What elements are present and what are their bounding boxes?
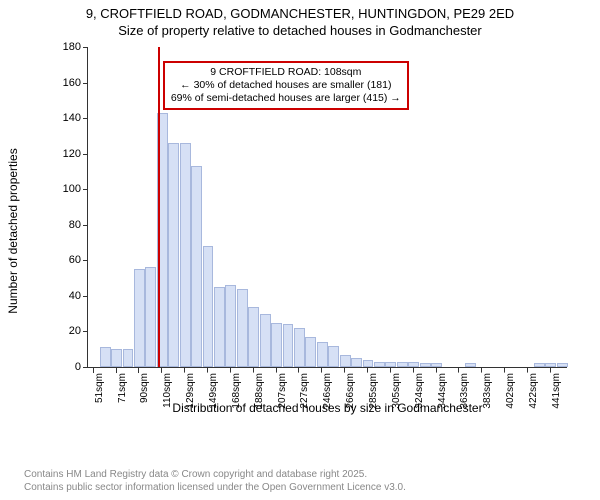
x-tick: 149sqm (208, 373, 219, 409)
y-tick: 20 (58, 325, 88, 337)
histogram-bar (100, 347, 111, 367)
x-tick: 168sqm (231, 373, 242, 409)
y-tick: 80 (58, 219, 88, 231)
histogram-bar (317, 342, 328, 367)
title-address: 9, CROFTFIELD ROAD, GODMANCHESTER, HUNTI… (0, 6, 600, 23)
y-tick: 160 (58, 77, 88, 89)
x-tick: 51sqm (94, 373, 105, 403)
x-tick: 363sqm (459, 373, 470, 409)
histogram-bar (225, 285, 236, 367)
histogram-bar (134, 269, 145, 367)
callout-line2: ← 30% of detached houses are smaller (18… (171, 79, 401, 92)
x-tick: 246sqm (322, 373, 333, 409)
histogram-bar (237, 289, 248, 367)
title-subtitle: Size of property relative to detached ho… (0, 23, 600, 40)
footnote-line1: Contains HM Land Registry data © Crown c… (24, 468, 406, 481)
x-tick: 402sqm (505, 373, 516, 409)
x-tick: 441sqm (551, 373, 562, 409)
x-tick: 188sqm (254, 373, 265, 409)
x-tick: 266sqm (345, 373, 356, 409)
x-tick: 383sqm (482, 373, 493, 409)
y-tick: 0 (58, 361, 88, 373)
x-tick: 207sqm (277, 373, 288, 409)
property-callout: 9 CROFTFIELD ROAD: 108sqm← 30% of detach… (163, 61, 409, 110)
histogram-bar (340, 355, 351, 367)
y-tick: 100 (58, 183, 88, 195)
histogram-bar (328, 346, 339, 367)
histogram-bar (408, 362, 419, 367)
histogram-bar (203, 246, 214, 367)
x-tick: 90sqm (139, 373, 150, 403)
property-marker-line (158, 47, 160, 367)
x-tick: 422sqm (528, 373, 539, 409)
x-tick: 71sqm (117, 373, 128, 403)
footnote-line2: Contains public sector information licen… (24, 481, 406, 494)
histogram-bar (420, 363, 431, 367)
histogram-bar (557, 363, 568, 367)
histogram-bar (214, 287, 225, 367)
histogram-bar (363, 360, 374, 367)
histogram-bar (431, 363, 442, 367)
y-tick: 120 (58, 148, 88, 160)
x-tick: 305sqm (391, 373, 402, 409)
y-axis-label: Number of detached properties (6, 148, 20, 313)
x-tick: 344sqm (437, 373, 448, 409)
histogram-bar (271, 323, 282, 367)
histogram-bar (305, 337, 316, 367)
x-tick: 129sqm (185, 373, 196, 409)
plot-area: Distribution of detached houses by size … (87, 48, 567, 368)
histogram-bar (111, 349, 122, 367)
histogram-bar (248, 307, 259, 367)
footnote: Contains HM Land Registry data © Crown c… (24, 468, 406, 494)
histogram-bar (534, 363, 545, 367)
histogram-bar (191, 166, 202, 367)
y-tick: 180 (58, 41, 88, 53)
histogram-bar (168, 143, 179, 367)
y-tick: 40 (58, 290, 88, 302)
y-tick: 140 (58, 112, 88, 124)
x-tick: 324sqm (414, 373, 425, 409)
histogram-bar (545, 363, 556, 367)
chart-title-block: 9, CROFTFIELD ROAD, GODMANCHESTER, HUNTI… (0, 0, 600, 40)
histogram-bar (385, 362, 396, 367)
x-tick: 110sqm (162, 373, 173, 408)
histogram-bar (123, 349, 134, 367)
histogram-bar (260, 314, 271, 367)
x-tick: 227sqm (299, 373, 310, 409)
histogram-bar (294, 328, 305, 367)
histogram-bar (283, 324, 294, 367)
histogram-bar (397, 362, 408, 367)
callout-line3: 69% of semi-detached houses are larger (… (171, 92, 401, 105)
histogram-bar (145, 267, 156, 367)
histogram-bar (465, 363, 476, 367)
y-tick: 60 (58, 254, 88, 266)
x-tick: 285sqm (368, 373, 379, 409)
histogram-bar (351, 358, 362, 367)
histogram-bar (374, 362, 385, 367)
callout-title: 9 CROFTFIELD ROAD: 108sqm (171, 66, 401, 79)
histogram-bar (180, 143, 191, 367)
chart-container: Number of detached properties Distributi… (55, 44, 575, 404)
